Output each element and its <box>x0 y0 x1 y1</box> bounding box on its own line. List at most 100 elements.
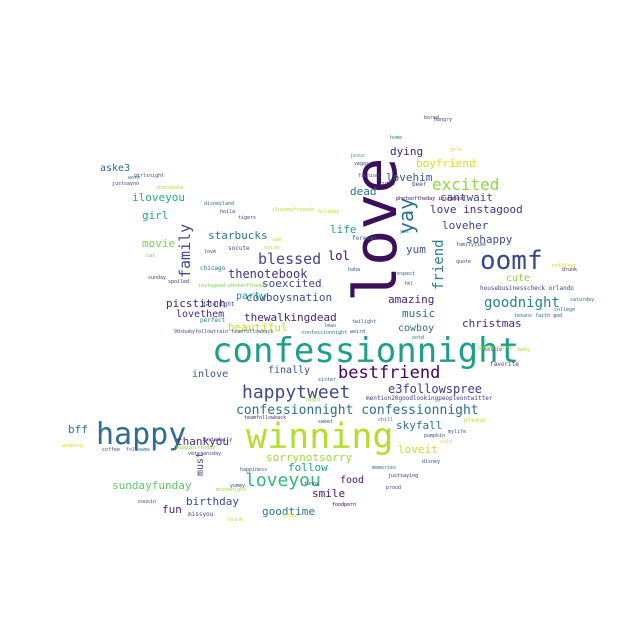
word-dying: dying <box>390 145 424 158</box>
word-smile: smile <box>312 487 346 500</box>
word-bestfriend: bestfriend <box>338 363 441 383</box>
word-veteransday: veteransday <box>188 451 222 457</box>
word-soexcited: soexcited <box>262 277 322 290</box>
word-blessed: blessed <box>258 250 322 268</box>
word-yum: yum <box>406 243 426 256</box>
word-cute: cute <box>506 273 531 284</box>
word-mylife: mylife <box>448 429 467 435</box>
word-starbucks: starbucks <box>208 229 268 242</box>
word-yolo: yolo <box>450 147 463 153</box>
word-sohappy: sohappy <box>466 233 513 246</box>
word-amazing: amazing <box>388 293 435 306</box>
word-respect: respect <box>394 271 416 277</box>
word-lovethem: lovethem <box>176 309 225 320</box>
word-party: party <box>236 291 267 302</box>
word-home: home <box>390 135 403 141</box>
word-bff: bff <box>68 423 88 436</box>
word-ilovemyfriends: ilovemyfriends <box>272 207 315 213</box>
word-thenotebook: thenotebook <box>228 267 308 281</box>
word-saturday: saturday <box>570 297 595 303</box>
word-thankyou: thankyou <box>176 435 229 448</box>
word-lol: lol <box>328 249 350 263</box>
word-skyfall: skyfall <box>396 419 443 432</box>
word-justsayno: justsayno <box>112 181 140 187</box>
word-perfect: perfect <box>200 317 226 324</box>
word-fun: fun <box>162 503 182 516</box>
word-socute: socute <box>228 245 250 252</box>
word-family: family <box>176 223 194 278</box>
word-dead: dead <box>350 185 377 198</box>
word-twilight: twilight <box>352 319 377 325</box>
word-datenight: datenight <box>202 301 235 308</box>
word-inlove: inlove <box>192 369 229 380</box>
word-cat: cat <box>146 253 156 259</box>
word-happybirthday: happybirthday <box>176 445 216 451</box>
word-movie: movie <box>142 237 176 250</box>
word-funny: funny <box>304 481 320 487</box>
word-90sbabyfollowtrain: 90sbabyfollowtrain teamfollowback <box>174 329 274 335</box>
word-please: please <box>464 417 486 424</box>
word-memories: memories <box>372 465 397 471</box>
word-music: music <box>402 307 436 320</box>
word-aske3: aske3 <box>100 163 131 174</box>
word-sundayfunday: sundayfunday <box>112 479 192 492</box>
word-vegas: vegas <box>354 161 370 167</box>
word-girl: girl <box>142 209 169 222</box>
word-cowboysnation: cowboysnation <box>246 291 333 304</box>
word-beer: beer <box>412 181 427 188</box>
word-mention20goodlookingpeopleontwitter: mention20goodlookingpeopleontwitter <box>366 395 493 402</box>
word-housebusinesscheck-orlando: housebusinesscheck orlando <box>480 285 574 292</box>
word-fashion: fashion <box>358 173 380 179</box>
word-goodmorning: goodmorning <box>478 345 512 351</box>
word-birthday: birthday <box>186 495 239 508</box>
word-picstitch: picstitch <box>166 297 226 310</box>
word-chocolate: chocolate <box>156 185 184 191</box>
word-photooftheday-instamood: photooftheday instamood <box>396 196 466 202</box>
word-christmas: christmas <box>462 317 522 330</box>
word-pumpkin: pumpkin <box>424 433 446 439</box>
word-college: college <box>554 307 576 313</box>
word-beautiful: beautiful <box>228 321 288 334</box>
word-noise: noise <box>264 245 280 251</box>
word-excited: excited <box>432 175 500 194</box>
word-cousin: cousin <box>138 499 157 505</box>
word-hungry: hungry <box>434 117 453 123</box>
word-happytweet: happytweet <box>242 382 351 403</box>
word-haha: haha <box>348 267 361 273</box>
word-jesus: jesus <box>350 153 366 159</box>
word-texans-faith-god: texans faith god <box>514 313 563 319</box>
word-drink: drink <box>228 517 244 523</box>
word-hoila: hoila <box>220 209 236 215</box>
word-loveit: loveit <box>398 443 438 456</box>
word-happiness: happiness <box>240 467 268 473</box>
word-instadaily: instadaily <box>202 437 233 443</box>
word-e3followspree: e3followspree <box>388 382 482 396</box>
word-confessionnight-small: confessionnight <box>302 330 348 336</box>
word-oomf: oomf <box>480 246 543 276</box>
word-quote: quote <box>456 259 472 265</box>
word-sad: sad <box>272 237 282 243</box>
word-friend: friend <box>431 239 447 290</box>
word-favorite: favorite <box>490 361 519 368</box>
word-love-small: love <box>204 249 217 255</box>
word-familytime: familytime <box>456 242 487 248</box>
word-finally: finally <box>268 365 311 376</box>
word-food: food <box>340 475 365 486</box>
word-drunk: drunk <box>562 267 578 273</box>
word-goodnight: goodnight <box>484 295 560 311</box>
word-missyou: missyou <box>188 511 214 518</box>
word-boyfriend: boyfriend <box>416 157 476 170</box>
word-sunday: sunday <box>148 275 167 281</box>
word-disneyland: disneyland <box>204 201 235 207</box>
word-goodtime: goodtime <box>262 505 315 518</box>
word-teamfollowback: teamfollowback <box>244 415 287 421</box>
word-ootd: ootd <box>412 335 425 341</box>
word-spoiled: spoiled <box>168 279 190 285</box>
word-girlsnight: girlsnight <box>134 173 165 179</box>
word-proud: proud <box>386 485 402 491</box>
word-forever: forever <box>352 235 378 242</box>
word-cantwait: cantwait <box>440 191 493 204</box>
word-cold: cold <box>440 439 453 445</box>
word-winning: winning <box>246 417 394 457</box>
